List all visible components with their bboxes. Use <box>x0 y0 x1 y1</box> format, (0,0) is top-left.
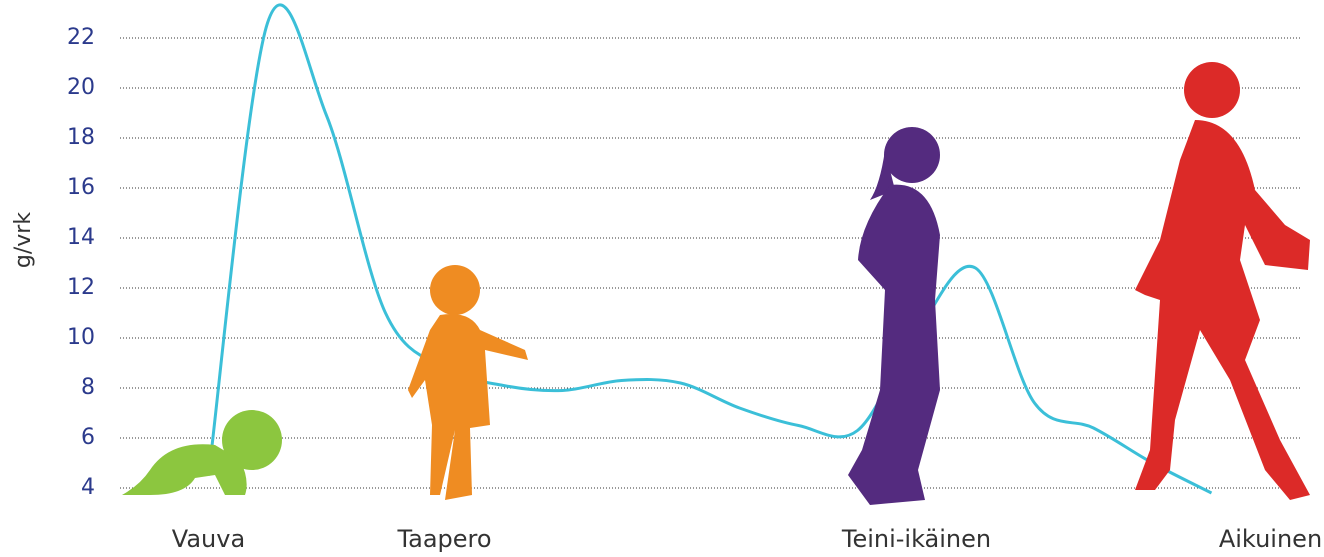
toddler-figure <box>408 265 528 500</box>
y-tick-label: 18 <box>67 125 95 150</box>
y-axis-label: g/vrk <box>11 212 36 268</box>
adult-figure <box>1135 62 1310 500</box>
line-series <box>207 3 1213 495</box>
x-tick-label: Teini-ikäinen <box>841 525 991 553</box>
y-tick-label: 20 <box>67 75 95 100</box>
x-tick-label: Vauva <box>172 525 245 553</box>
y-tick-label: 8 <box>81 375 95 400</box>
y-tick-label: 4 <box>81 475 95 500</box>
illustrations <box>122 62 1310 506</box>
y-tick-label: 14 <box>67 225 95 250</box>
y-tick-label: 10 <box>67 325 95 350</box>
baby-figure <box>122 410 282 495</box>
plot <box>207 3 1213 495</box>
y-tick-label: 16 <box>67 175 95 200</box>
x-tick-label: Aikuinen <box>1219 525 1322 553</box>
y-tick-label: 12 <box>67 275 95 300</box>
x-tick-label: Taapero <box>396 525 491 553</box>
y-tick-label: 6 <box>81 425 95 450</box>
teen-figure <box>848 127 940 506</box>
y-tick-label: 22 <box>67 25 95 50</box>
grid: 4 6 8 10 12 14 16 18 20 22 Vauva Taapero Teini-ikäin… <box>67 25 1322 553</box>
